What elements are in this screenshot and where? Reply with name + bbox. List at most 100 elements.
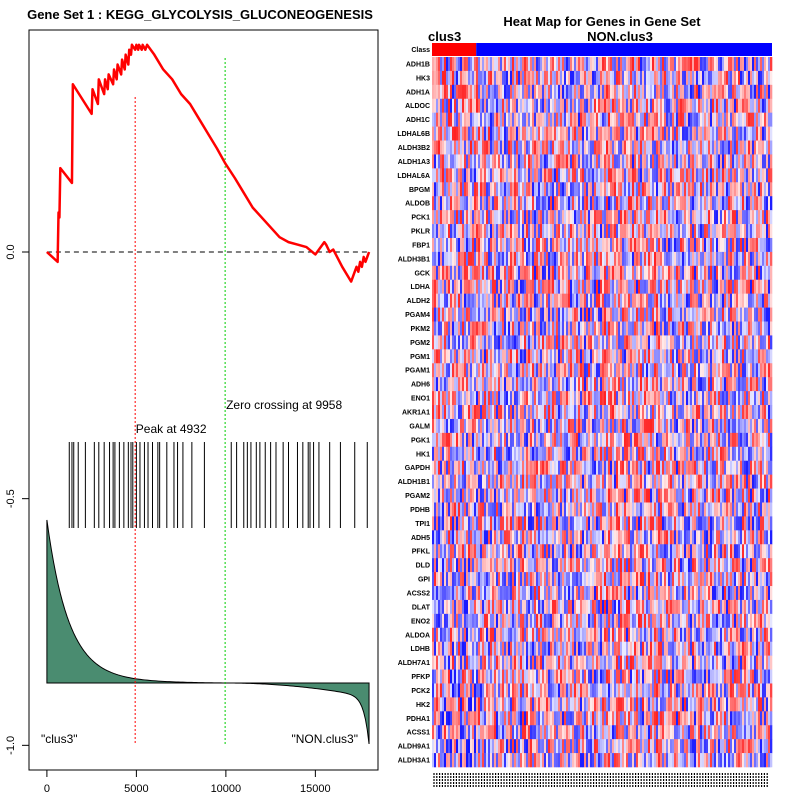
heatmap-cell (740, 363, 743, 378)
heatmap-cell (486, 251, 489, 267)
heatmap-cell (556, 224, 559, 239)
heatmap-cell (464, 405, 467, 420)
heatmap-cell (526, 377, 529, 392)
heatmap-cell (712, 251, 715, 267)
heatmap-cell (572, 112, 575, 127)
heatmap-cell (742, 84, 745, 100)
heatmap-cell (706, 418, 709, 434)
heatmap-cell (516, 405, 519, 420)
heatmap-cell (490, 182, 493, 197)
heatmap-cell (630, 293, 633, 308)
heatmap-cell (536, 57, 539, 72)
heatmap-cell (606, 432, 609, 448)
heatmap-cell (644, 112, 647, 127)
heatmap-cell (584, 251, 587, 267)
heatmap-cell (640, 237, 643, 253)
heatmap-cell (692, 126, 695, 141)
heatmap-cell (740, 98, 743, 113)
heatmap-cell (454, 432, 457, 448)
heatmap-cell (468, 154, 471, 169)
heatmap-cell (644, 84, 647, 100)
heatmap-cell (738, 98, 741, 113)
heatmap-cell (614, 57, 617, 72)
heatmap-cell (728, 405, 731, 420)
heatmap-cell (520, 182, 523, 197)
heatmap-cell (520, 224, 523, 239)
heatmap-cell (470, 126, 473, 141)
heatmap-cell (730, 224, 733, 239)
heatmap-cell (462, 307, 465, 322)
heatmap-cell (732, 321, 735, 336)
heatmap-cell (730, 391, 733, 406)
heatmap-cell (670, 98, 673, 113)
heatmap-cell (632, 224, 635, 239)
heatmap-cell (590, 224, 593, 239)
heatmap-cell (618, 265, 621, 281)
heatmap-cell (684, 84, 687, 100)
heatmap-cell (484, 140, 487, 155)
heatmap-cell (610, 70, 613, 86)
heatmap-cell (614, 70, 617, 86)
heatmap-cell (522, 307, 525, 322)
heatmap-cell (642, 265, 645, 281)
heatmap-cell (756, 140, 759, 155)
heatmap-cell (668, 377, 671, 392)
heatmap-cell (756, 237, 759, 253)
heatmap-cell (704, 377, 707, 392)
heatmap-cell (544, 349, 547, 364)
heatmap-cell (614, 112, 617, 127)
heatmap-cell (558, 279, 561, 294)
heatmap-cell (646, 84, 649, 100)
heatmap-cell (466, 237, 469, 253)
heatmap-cell (712, 446, 715, 462)
heatmap-cell (534, 182, 537, 197)
heatmap-cell (596, 84, 599, 100)
heatmap-cell (712, 224, 715, 239)
heatmap-cell (444, 70, 447, 86)
heatmap-cell (462, 210, 465, 225)
heatmap-cell (746, 98, 749, 113)
heatmap-cell (610, 126, 613, 141)
heatmap-cell (616, 182, 619, 197)
heatmap-cell (638, 57, 641, 72)
heatmap-cell (574, 293, 577, 308)
heatmap-cell (474, 335, 477, 350)
heatmap-cell (636, 57, 639, 72)
heatmap-cell (566, 349, 569, 364)
heatmap-cell (626, 279, 629, 294)
heatmap-cell (442, 154, 445, 169)
heatmap-cell (622, 140, 625, 155)
heatmap-cell (594, 210, 597, 225)
heatmap-cell (760, 224, 763, 239)
heatmap-cell (666, 349, 669, 364)
heatmap-cell (454, 126, 457, 141)
heatmap-cell (738, 154, 741, 169)
heatmap-cell (576, 405, 579, 420)
heatmap-cell (664, 251, 667, 267)
heatmap-cell (624, 349, 627, 364)
heatmap-cell (584, 70, 587, 86)
heatmap-cell (706, 293, 709, 308)
heatmap-cell (524, 84, 527, 100)
heatmap-cell (470, 446, 473, 462)
heatmap-cell (518, 237, 521, 253)
heatmap-cell (744, 321, 747, 336)
heatmap-cell (660, 196, 663, 211)
heatmap-cell (712, 377, 715, 392)
heatmap-cell (734, 112, 737, 127)
heatmap-cell (530, 168, 533, 183)
heatmap-cell (510, 279, 513, 294)
heatmap-cell (536, 279, 539, 294)
heatmap-cell (440, 363, 443, 378)
heatmap-cell (614, 251, 617, 267)
heatmap-cell (464, 196, 467, 211)
heatmap-cell (710, 321, 713, 336)
heatmap-cell (630, 126, 633, 141)
heatmap-cell (530, 307, 533, 322)
heatmap-cell (546, 126, 549, 141)
heatmap-cell (620, 405, 623, 420)
heatmap-cell (722, 182, 725, 197)
heatmap-cell (442, 210, 445, 225)
heatmap-cell (702, 126, 705, 141)
heatmap-cell (624, 57, 627, 72)
